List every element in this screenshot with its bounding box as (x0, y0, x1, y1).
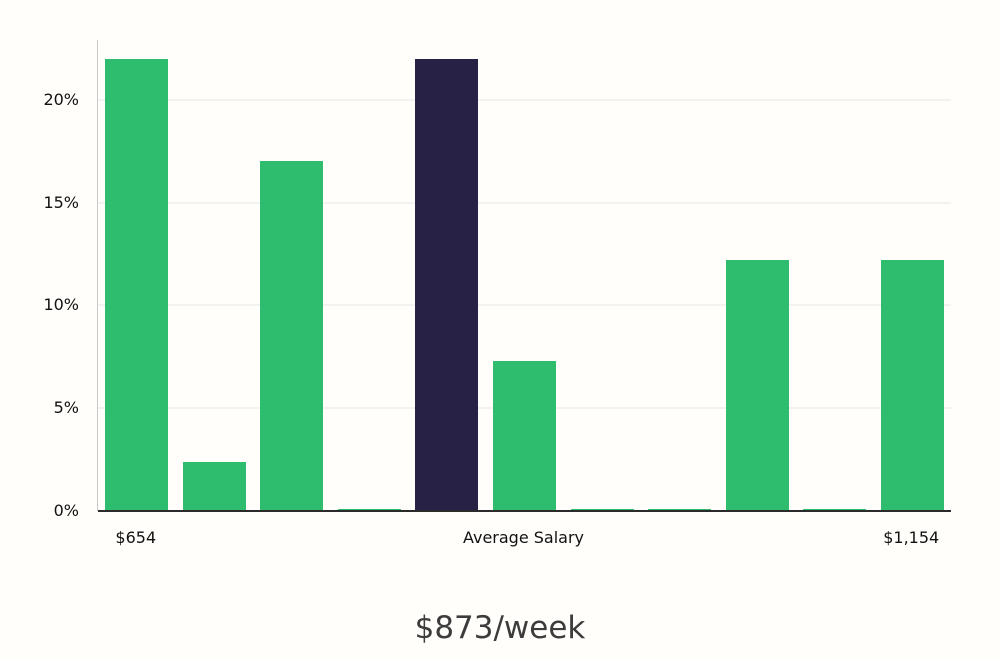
salary-bucket-bar (182, 461, 246, 511)
bar-slot (98, 40, 176, 511)
y-axis-labels: 0% 5% 10% 15% 20% (0, 40, 88, 518)
y-tick-label: 5% (53, 398, 79, 418)
bar-slot (563, 40, 641, 511)
plot-area (97, 40, 951, 512)
bar-slot (873, 40, 951, 511)
x-tick-min-salary: $654 (115, 528, 157, 547)
bar-slot (331, 40, 409, 511)
salary-bucket-bar (648, 508, 712, 511)
chart-title: $873/week (414, 610, 586, 646)
salary-bucket-bar (803, 508, 867, 511)
salary-bucket-bar (570, 508, 634, 511)
y-tick-label: 20% (43, 89, 79, 109)
bar-slot (641, 40, 719, 511)
salary-bucket-bar (493, 360, 556, 511)
x-axis-labels: $654 Average Salary $1,154 (97, 528, 950, 552)
x-axis-baseline (98, 510, 951, 512)
gridline (98, 202, 951, 203)
salary-bucket-bar (880, 260, 944, 511)
bar-slot (486, 40, 564, 511)
gridline (98, 99, 951, 101)
x-tick-max-salary: $1,154 (883, 528, 940, 547)
salary-bucket-bar (105, 58, 169, 511)
salary-bucket-bar (260, 161, 324, 511)
salary-bucket-bar (337, 508, 401, 511)
y-tick-label: 10% (43, 295, 79, 315)
bar-slot (796, 40, 874, 511)
bar-slot (718, 40, 796, 511)
x-tick-average-salary: Average Salary (462, 528, 585, 547)
bar-slot (408, 40, 486, 511)
average-salary-bar (415, 58, 479, 511)
bar-slot (176, 40, 254, 511)
gridline (98, 304, 951, 306)
y-tick-label: 0% (53, 501, 79, 520)
bars (98, 40, 951, 511)
salary-bucket-bar (725, 260, 789, 511)
y-tick-label: 15% (43, 192, 79, 212)
bar-slot (253, 40, 331, 511)
